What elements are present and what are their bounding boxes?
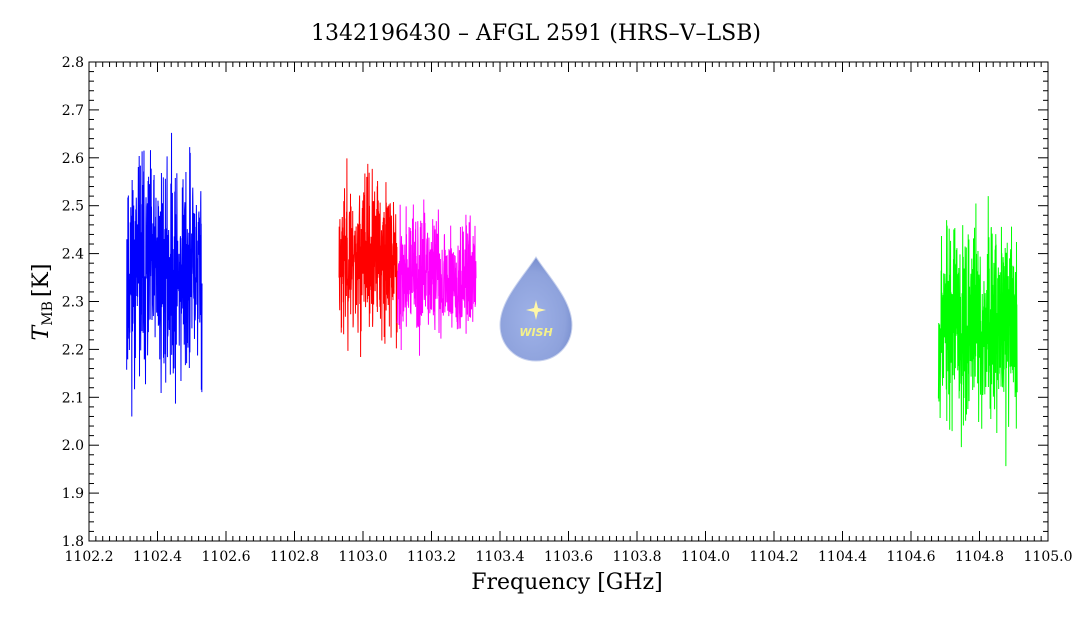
wish-logo: WISH xyxy=(499,256,573,362)
spectrum-series-1 xyxy=(126,132,203,417)
x-tick-label: 1102.2 xyxy=(65,549,114,565)
y-tick-label: 2.6 xyxy=(62,151,84,167)
y-axis-label-main: T xyxy=(29,323,54,340)
y-tick-label: 2.8 xyxy=(62,55,84,71)
spectrum-series-4 xyxy=(937,196,1018,467)
x-tick-label: 1104.0 xyxy=(681,549,730,565)
y-tick-label: 2.4 xyxy=(62,247,84,263)
y-tick-label: 2.0 xyxy=(62,438,84,454)
x-tick-label: 1103.6 xyxy=(544,549,593,565)
wish-logo-text: WISH xyxy=(519,326,552,339)
x-tick-label: 1103.0 xyxy=(339,549,388,565)
star-icon xyxy=(526,300,546,320)
y-tick-label: 1.9 xyxy=(62,486,84,502)
y-tick-label: 2.3 xyxy=(62,295,84,311)
y-axis-label-unit: [K] xyxy=(29,264,54,298)
y-axis-label: TMB [K] xyxy=(29,264,56,341)
y-axis-label-sub: MB xyxy=(40,301,56,326)
spectra xyxy=(126,132,1018,467)
y-tick-labels: 1.8 1.9 2.0 2.1 2.2 2.3 2.4 2.5 2.6 2.7 2.8 xyxy=(62,55,84,550)
y-tick-label: 2.1 xyxy=(62,390,84,406)
x-tick-label: 1102.8 xyxy=(270,549,319,565)
svg-text:TMB[K]: TMB [K] xyxy=(29,264,56,341)
x-tick-label: 1102.6 xyxy=(202,549,251,565)
x-tick-label: 1104.8 xyxy=(955,549,1004,565)
y-tick-label: 2.2 xyxy=(62,342,84,358)
x-tick-label: 1105.0 xyxy=(1024,549,1072,565)
x-tick-label: 1103.4 xyxy=(476,549,525,565)
plot-frame xyxy=(88,61,1049,542)
x-tick-label: 1102.4 xyxy=(133,549,182,565)
y-tick-label: 2.5 xyxy=(62,199,84,215)
spectrum-series-2 xyxy=(338,158,398,357)
x-tick-label: 1103.8 xyxy=(613,549,662,565)
y-tick-label: 2.7 xyxy=(62,103,84,119)
axis-ticks xyxy=(88,61,1049,542)
x-tick-labels: 1102.2 1102.4 1102.6 1102.8 1103.0 1103.2 1103… xyxy=(65,549,1072,565)
x-tick-label: 1103.2 xyxy=(407,549,456,565)
x-tick-label: 1104.4 xyxy=(818,549,867,565)
x-tick-label: 1104.6 xyxy=(887,549,936,565)
spectrum-series-3 xyxy=(396,199,477,356)
y-tick-label: 1.8 xyxy=(62,534,84,550)
x-tick-label: 1104.2 xyxy=(750,549,799,565)
x-axis-label: Frequency [GHz] xyxy=(471,570,663,595)
chart-title: 1342196430 – AFGL 2591 (HRS–V–LSB) xyxy=(311,21,761,46)
